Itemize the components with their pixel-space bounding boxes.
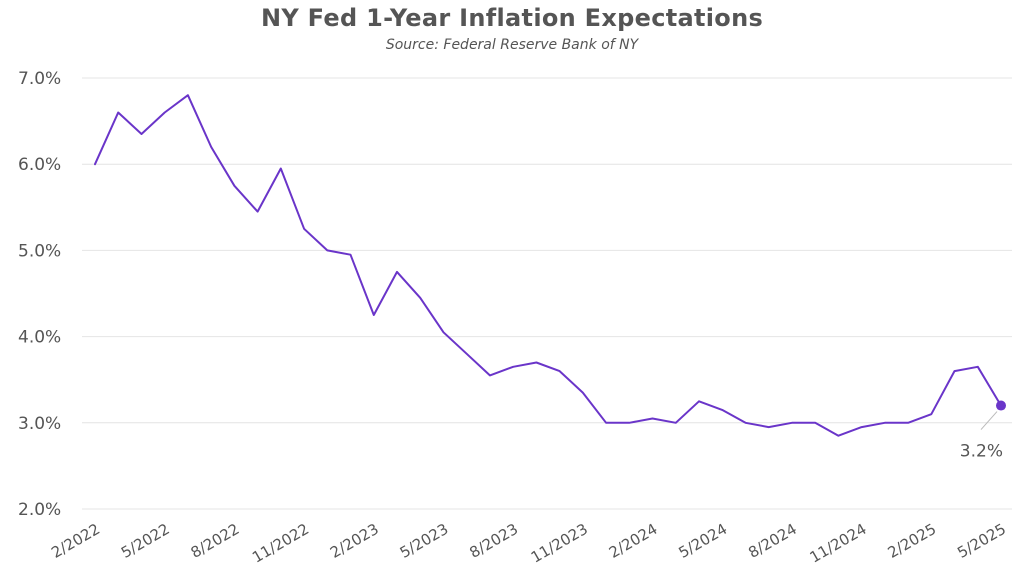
y-axis-ticks: 2.0% 3.0% 4.0% 5.0% 6.0% 7.0% bbox=[18, 69, 61, 520]
x-tick-label: 11/2024 bbox=[807, 520, 870, 567]
annotation-leader bbox=[980, 411, 998, 430]
x-tick-label: 2/2022 bbox=[48, 520, 103, 562]
grid-layer bbox=[82, 77, 1012, 510]
y-tick-label: 2.0% bbox=[18, 500, 61, 520]
series-layer bbox=[94, 94, 1002, 437]
x-tick-label: 5/2024 bbox=[676, 520, 731, 562]
x-tick-label: 8/2024 bbox=[745, 520, 800, 562]
annotation-label: 3.2% bbox=[960, 442, 1003, 462]
x-tick-label: 2/2024 bbox=[606, 520, 661, 562]
y-tick-label: 4.0% bbox=[18, 328, 61, 348]
y-tick-label: 3.0% bbox=[18, 414, 61, 434]
x-tick-label: 5/2023 bbox=[397, 520, 452, 562]
x-tick-label: 8/2022 bbox=[188, 520, 243, 562]
x-tick-label: 5/2022 bbox=[118, 520, 173, 562]
last-point-marker bbox=[996, 400, 1006, 411]
chart-title: NY Fed 1-Year Inflation Expectations bbox=[260, 4, 764, 32]
x-axis-ticks: 2/2022 5/2022 8/2022 11/2022 2/2023 5/2023 8/2… bbox=[48, 520, 1009, 567]
chart-subtitle: Source: Federal Reserve Bank of NY bbox=[385, 37, 639, 53]
x-tick-label: 2/2025 bbox=[885, 520, 940, 562]
annotation-layer: 3.2% bbox=[960, 400, 1006, 462]
x-tick-label: 11/2022 bbox=[249, 520, 312, 567]
x-tick-label: 2/2023 bbox=[327, 520, 382, 562]
y-tick-label: 7.0% bbox=[18, 69, 61, 89]
y-tick-label: 6.0% bbox=[18, 155, 61, 175]
y-tick-label: 5.0% bbox=[18, 241, 61, 261]
x-tick-label: 11/2023 bbox=[528, 520, 591, 567]
series-line bbox=[94, 94, 1002, 437]
x-tick-label: 8/2023 bbox=[466, 520, 521, 562]
x-tick-label: 5/2025 bbox=[954, 520, 1009, 562]
